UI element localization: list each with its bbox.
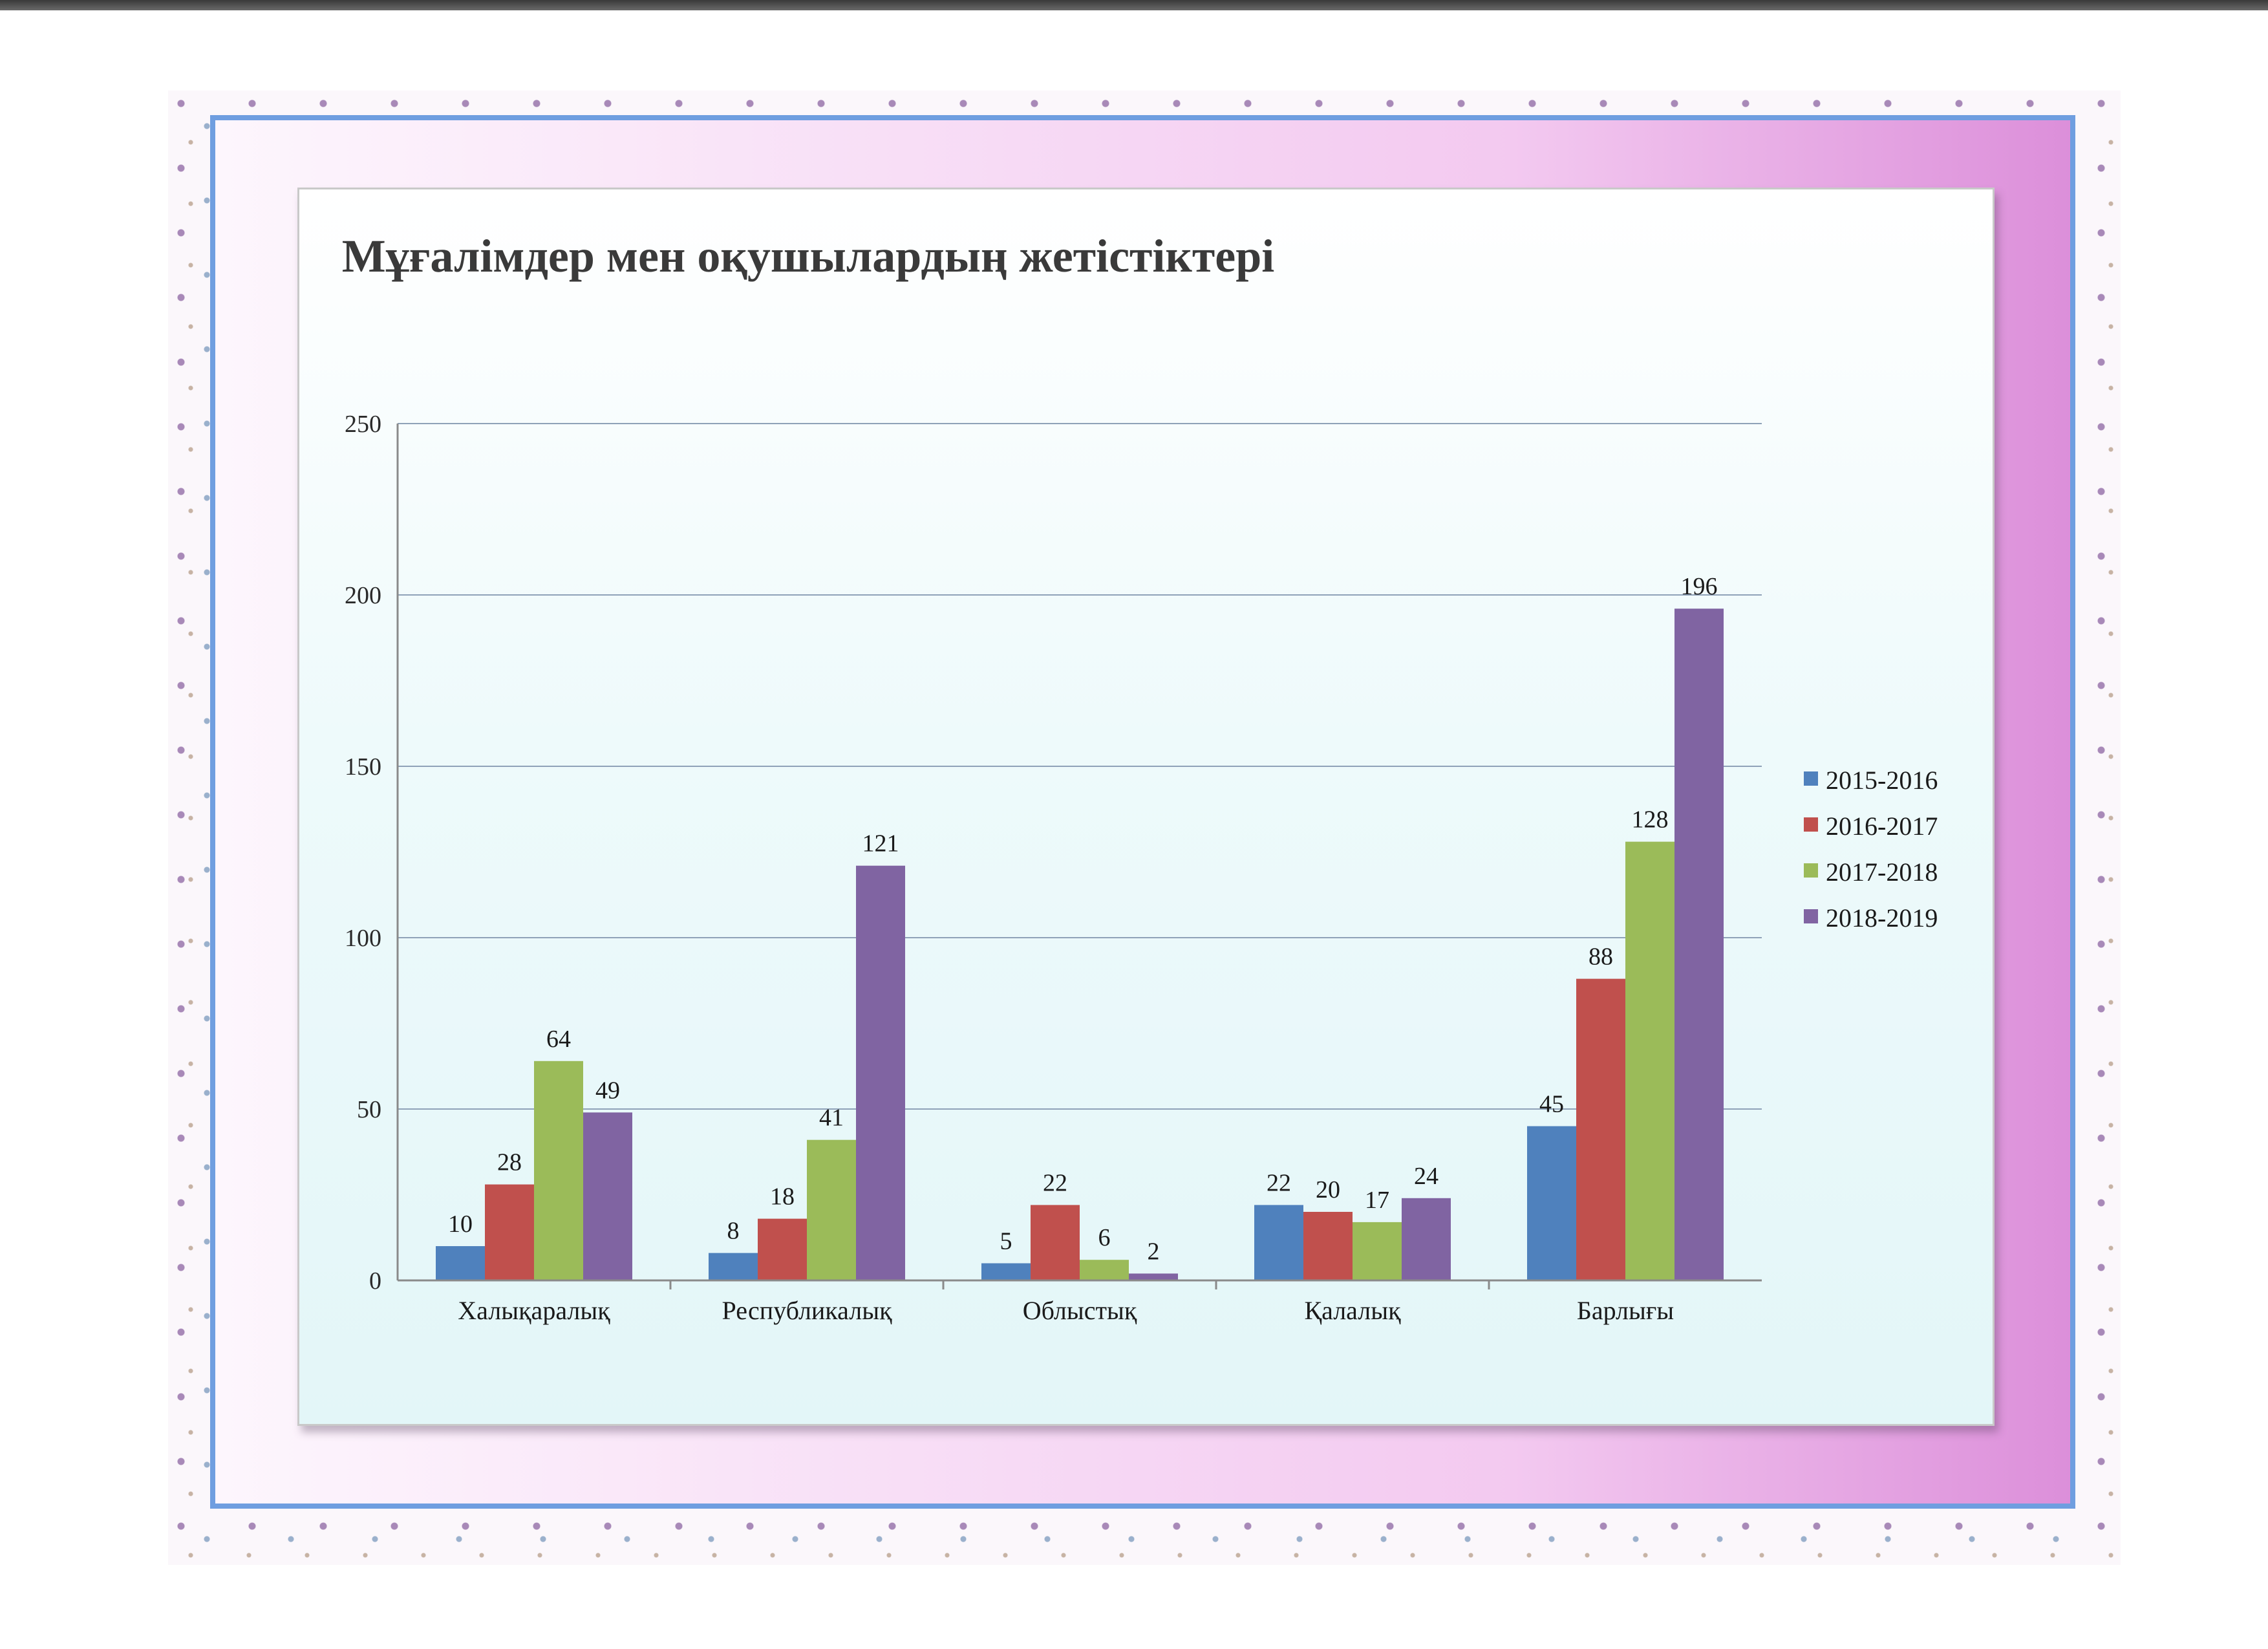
data-label: 17 — [1365, 1187, 1389, 1214]
legend-swatch — [1804, 909, 1818, 923]
scan-top-strip — [0, 0, 2268, 10]
legend-swatch — [1804, 771, 1818, 786]
legend-swatch — [1804, 863, 1818, 878]
y-tick-label: 50 — [357, 1096, 381, 1123]
legend: 2015-2016 2016-2017 2017-2018 2018-2019 — [1804, 766, 1938, 932]
bar — [1303, 1212, 1353, 1280]
category-label: Облыстық — [1023, 1296, 1137, 1325]
bar — [1576, 978, 1625, 1280]
bar — [1353, 1222, 1402, 1280]
data-label: 18 — [770, 1183, 795, 1211]
bars — [436, 609, 1724, 1281]
bar — [1402, 1198, 1451, 1280]
bar — [981, 1263, 1031, 1280]
y-tick-label: 100 — [345, 925, 381, 952]
data-label: 196 — [1681, 573, 1718, 600]
bar — [583, 1112, 632, 1280]
data-label: 22 — [1043, 1169, 1067, 1196]
data-label: 24 — [1414, 1163, 1439, 1190]
category-label: Халықаралық — [458, 1296, 610, 1325]
y-axis-ticks: 0 50 100 150 200 250 — [345, 411, 381, 1295]
data-label: 45 — [1539, 1091, 1564, 1118]
bar — [534, 1061, 583, 1280]
data-label: 28 — [497, 1149, 522, 1176]
chart-title: Мұғалімдер мен оқушылардың жетістіктері — [342, 230, 1275, 282]
data-label: 10 — [448, 1211, 473, 1238]
bar — [1625, 841, 1674, 1280]
y-tick-label: 200 — [345, 582, 381, 609]
y-tick-label: 150 — [345, 753, 381, 781]
data-label: 6 — [1098, 1224, 1111, 1251]
bar — [758, 1218, 807, 1280]
legend-entry: 2016-2017 — [1826, 812, 1938, 841]
data-label: 128 — [1632, 806, 1669, 834]
data-label: 5 — [1000, 1228, 1012, 1255]
bar — [485, 1184, 534, 1280]
data-label: 22 — [1267, 1169, 1291, 1196]
data-label: 41 — [819, 1105, 844, 1132]
legend-entry: 2017-2018 — [1826, 857, 1938, 887]
category-label: Қалалық — [1304, 1296, 1401, 1325]
data-label: 88 — [1589, 943, 1613, 971]
bar — [1031, 1205, 1080, 1280]
data-label: 2 — [1148, 1238, 1160, 1265]
category-label: Барлығы — [1577, 1296, 1674, 1325]
bar — [856, 865, 905, 1280]
data-label: 8 — [727, 1218, 740, 1245]
y-tick-label: 0 — [369, 1267, 381, 1295]
x-axis: Халықаралық Республикалық Облыстық Қалалық Б… — [398, 1279, 1762, 1325]
bar — [1254, 1205, 1303, 1280]
bar — [1527, 1126, 1576, 1280]
data-label: 49 — [595, 1077, 620, 1104]
bar — [807, 1139, 856, 1280]
legend-swatch — [1804, 817, 1818, 832]
bar — [436, 1246, 485, 1280]
bar — [1129, 1273, 1178, 1280]
data-label: 121 — [862, 830, 899, 857]
category-label: Республикалық — [722, 1296, 892, 1325]
bar — [1080, 1260, 1129, 1280]
legend-entry: 2015-2016 — [1826, 766, 1938, 795]
data-label: 64 — [546, 1026, 571, 1053]
legend-entry: 2018-2019 — [1826, 903, 1938, 932]
bar — [709, 1253, 758, 1280]
y-tick-label: 250 — [345, 411, 381, 438]
bar — [1674, 609, 1724, 1281]
grid-lines — [396, 423, 1762, 1280]
data-label: 20 — [1316, 1176, 1340, 1203]
